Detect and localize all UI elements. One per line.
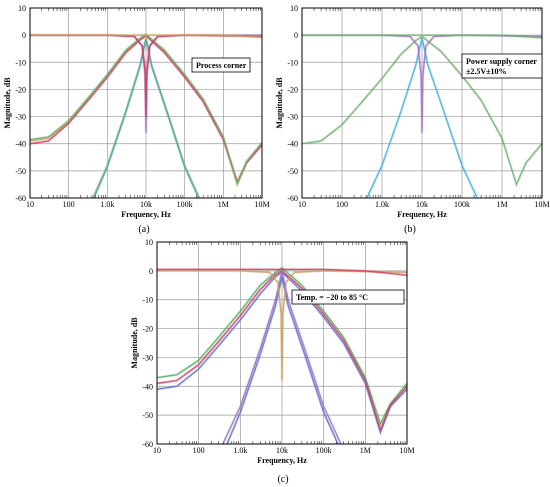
y-tick-label: -40 [287,140,298,149]
panel-caption: (b) [404,224,416,235]
x-tick-label: 1.0k [100,200,114,209]
annotation-text: Temp. = −20 to 85 °C [296,293,368,302]
y-tick-label: 0 [149,267,153,276]
series-band-1 [365,37,479,198]
series-band-2 [30,32,262,187]
series-band-6 [30,33,262,117]
annotation-text: ±2.5V±10% [466,67,507,76]
x-tick-label: 10 [26,200,34,209]
y-tick-label: 0 [294,31,298,40]
x-tick-label: 100k [177,200,193,209]
x-tick-label: 100 [193,446,205,455]
y-tick-label: -20 [287,85,298,94]
x-tick-label: 10 [298,200,306,209]
x-tick-label: 1M [218,200,229,209]
series-line-6 [30,34,262,117]
x-tick-label: 10M [399,446,414,455]
series-line-3 [302,34,542,39]
series-line-5 [157,270,407,381]
chart-c: 10 100 1.0k 10k 100k 1M 10M100-10-20-30-40-50-… [130,238,415,485]
series-line-1 [366,37,478,198]
annotation-text: Process corner [196,61,247,70]
y-tick-label: -30 [15,113,26,122]
x-tick-label: 10k [416,200,428,209]
x-tick-label: 100k [316,446,332,455]
series-band-7 [30,33,262,39]
series-band-5 [157,269,407,381]
y-tick-label: -60 [287,194,298,203]
y-tick-label: 10 [18,4,26,13]
y-tick-label: -10 [142,296,153,305]
series-band-4 [92,38,200,198]
x-tick-label: 10M [534,200,549,209]
y-tick-label: -10 [287,58,298,67]
series-line-1 [157,267,407,426]
x-axis-label: Frequency, Hz [257,456,307,465]
annotation-box [291,289,405,305]
series-band-3 [302,33,542,40]
y-tick-label: -30 [287,113,298,122]
x-tick-label: 100 [336,200,348,209]
x-tick-label: 100 [63,200,75,209]
series-band-4 [225,276,340,444]
y-tick-label: -20 [142,325,153,334]
series-band-1 [157,266,407,428]
x-tick-label: 10 [153,446,161,455]
series-group [302,33,542,198]
series-band-3 [221,270,343,444]
chart-b: 10 100 1.0k 10k 100k 1M 10M100-10-20-30-40-50-… [275,4,550,235]
y-tick-label: -50 [142,411,153,420]
y-tick-label: -60 [142,440,153,449]
x-tick-label: 10k [140,200,152,209]
annotation-text: Power supply corner [466,57,537,66]
series-line-4 [226,276,339,444]
panel-caption: (c) [277,474,288,485]
series-line-6 [157,268,407,276]
series-band-6 [157,268,407,277]
x-tick-label: 10M [254,200,269,209]
x-axis-label: Frequency, Hz [397,210,447,219]
series-line-2 [30,33,262,185]
plot-frame [29,7,263,199]
annotation-box [191,57,251,73]
series-group [30,32,262,198]
y-axis-label: Magnitude, dB [130,317,139,369]
y-axis-label: Magnitude, dB [3,77,12,129]
y-tick-label: 0 [22,31,26,40]
x-tick-label: 1.0k [375,200,389,209]
y-tick-label: -40 [142,382,153,391]
x-tick-label: 1.0k [233,446,247,455]
y-tick-label: -50 [15,167,26,176]
panel-caption: (a) [138,224,149,235]
y-tick-label: 10 [290,4,298,13]
chart-a: 10 100 1.0k 10k 100k 1M 10M100-10-20-30-40-50-… [3,4,270,235]
series-line-2 [302,34,542,133]
y-tick-label: -50 [287,167,298,176]
annotation-box [461,53,543,79]
series-band-0 [302,34,542,189]
series-line-4 [93,39,200,198]
plot-frame [301,7,543,199]
y-tick-label: 10 [145,238,153,247]
series-line-0 [302,35,542,187]
series-band-2 [302,33,542,133]
y-tick-label: -10 [15,58,26,67]
x-tick-label: 10k [276,446,288,455]
y-axis-label: Magnitude, dB [275,77,284,129]
x-tick-label: 1M [360,446,371,455]
y-tick-label: -20 [15,85,26,94]
x-tick-label: 1M [496,200,507,209]
series-line-7 [30,34,262,38]
x-tick-label: 100k [454,200,470,209]
y-tick-label: -60 [15,194,26,203]
y-tick-label: -30 [142,353,153,362]
series-line-3 [222,270,342,444]
x-axis-label: Frequency, Hz [121,210,171,219]
series-group [157,266,407,444]
plot-frame [156,241,408,445]
y-tick-label: -40 [15,140,26,149]
